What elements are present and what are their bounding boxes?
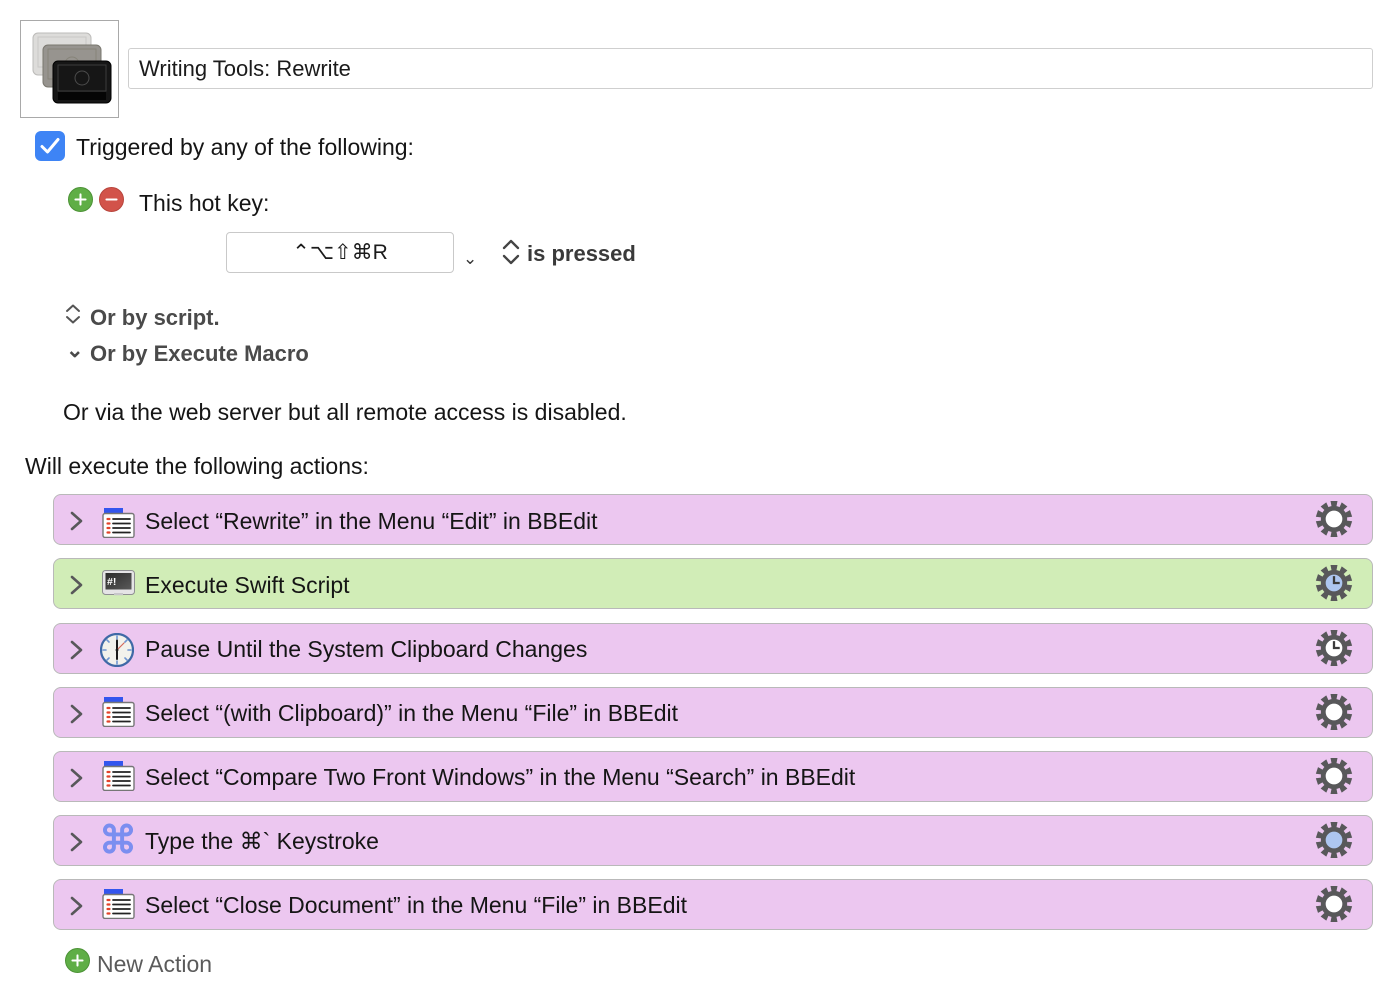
svg-text:#!: #! [107,576,116,588]
